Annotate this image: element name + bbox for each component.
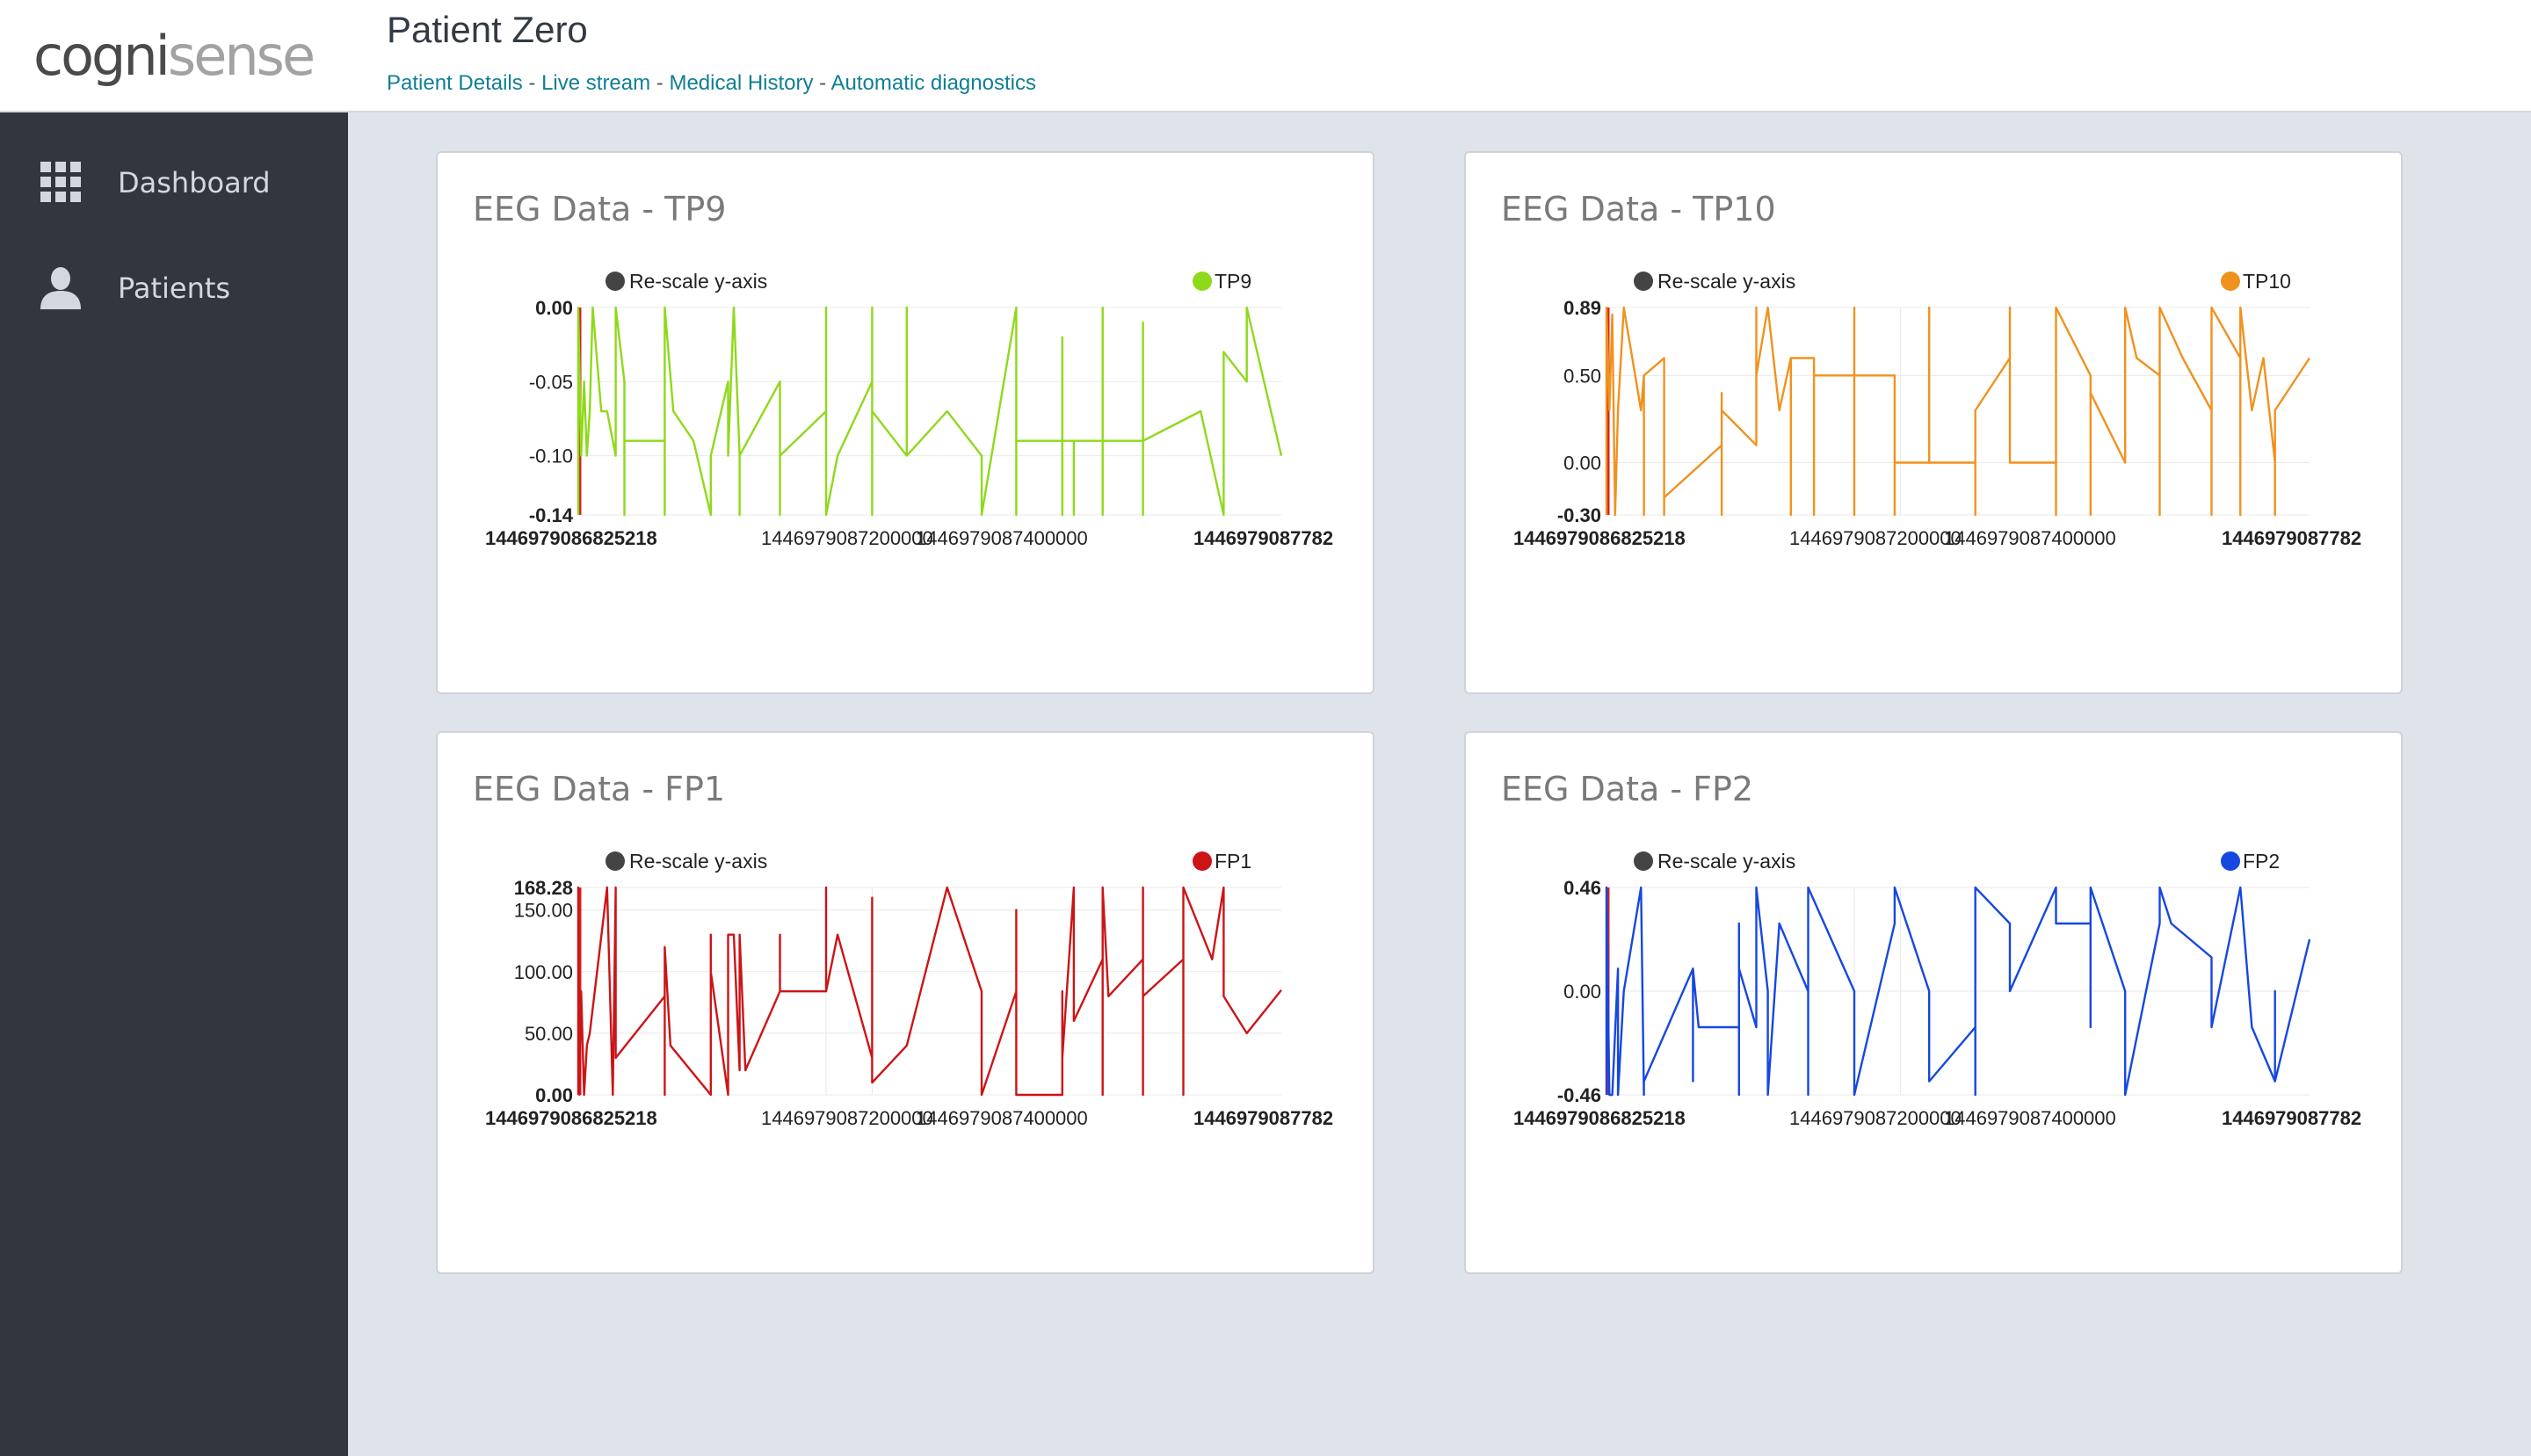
legend-entry[interactable]: TP9 — [1193, 270, 1251, 293]
breadcrumb-separator: - — [522, 71, 542, 95]
card-title: EEG Data - FP2 — [1501, 770, 1754, 808]
breadcrumb-medical-history[interactable]: Medical History — [669, 71, 814, 95]
legend-entry[interactable]: FP2 — [2221, 850, 2280, 873]
rescale-label: Re-scale y-axis — [1657, 270, 1795, 293]
rescale-label: Re-scale y-axis — [629, 850, 767, 873]
top-header: cognisense Patient Zero Patient Details … — [0, 0, 2531, 112]
rescale-label: Re-scale y-axis — [1657, 850, 1795, 873]
rescale-y-axis-toggle[interactable]: Re-scale y-axis — [606, 270, 767, 293]
breadcrumb: Patient Details - Live stream - Medical … — [387, 69, 1036, 98]
legend-dot-icon — [1193, 272, 1212, 291]
grid-icon — [40, 162, 81, 202]
x-tick-label: 1446979087400000 — [1944, 527, 2116, 549]
legend-label: TP10 — [2243, 270, 2291, 293]
legend-label: FP2 — [2243, 850, 2280, 873]
rescale-dot-icon — [1634, 851, 1653, 871]
y-tick-label: 0.00 — [1563, 453, 1601, 474]
y-tick-label: 0.46 — [1563, 877, 1601, 899]
series-line-tp10 — [1605, 306, 2311, 517]
y-tick-label: 0.50 — [1563, 365, 1601, 387]
legend-dot-icon — [2221, 272, 2240, 291]
series-line-fp2 — [1605, 886, 2311, 1097]
x-tick-label: 1446979087200000 — [761, 1107, 933, 1129]
y-tick-label: 0.00 — [1563, 981, 1601, 1003]
x-tick-label: 1446979087782 — [2222, 527, 2361, 549]
sidebar-item-patients[interactable]: Patients — [0, 246, 348, 330]
card-title: EEG Data - TP10 — [1501, 190, 1776, 228]
eeg-chart-tp9: Re-scale y-axis TP90.00-0.05-0.10-0.14144… — [485, 270, 1333, 549]
rescale-dot-icon — [1634, 272, 1653, 291]
x-tick-label: 1446979087200000 — [1789, 527, 1962, 549]
x-tick-label: 1446979087400000 — [1944, 1107, 2116, 1129]
sidebar-item-label: Patients — [118, 272, 231, 305]
rescale-dot-icon — [606, 272, 625, 291]
y-tick-label: 100.00 — [514, 961, 573, 983]
rescale-y-axis-toggle[interactable]: Re-scale y-axis — [606, 850, 767, 873]
x-tick-label: 1446979086825218 — [485, 1107, 657, 1129]
eeg-chart-tp10: Re-scale y-axis TP100.890.500.00-0.301446… — [1513, 270, 2361, 549]
app-logo[interactable]: cognisense — [33, 21, 315, 91]
breadcrumb-live-stream[interactable]: Live stream — [541, 71, 651, 95]
y-tick-label: -0.05 — [529, 371, 573, 393]
y-tick-label: 168.28 — [514, 877, 573, 899]
breadcrumb-separator: - — [650, 71, 670, 95]
series-line-fp1 — [577, 886, 1282, 1097]
eeg-card-tp10: EEG Data - TP10 Re-scale y-axis TP10 0.89 0… — [1464, 151, 2403, 694]
breadcrumb-patient-details[interactable]: Patient Details — [387, 71, 523, 95]
y-tick-label: 0.89 — [1563, 297, 1601, 319]
sidebar — [0, 112, 348, 1456]
y-tick-label: 50.00 — [525, 1023, 573, 1045]
card-title: EEG Data - TP9 — [473, 190, 727, 228]
x-tick-label: 1446979086825218 — [1513, 1107, 1686, 1129]
rescale-dot-icon — [606, 851, 625, 871]
x-tick-label: 1446979087782 — [2222, 1107, 2361, 1129]
rescale-y-axis-toggle[interactable]: Re-scale y-axis — [1634, 270, 1795, 293]
x-tick-label: 1446979087400000 — [916, 527, 1088, 549]
y-tick-label: -0.46 — [1557, 1084, 1601, 1106]
legend-entry[interactable]: TP10 — [2221, 270, 2291, 293]
x-tick-label: 1446979086825218 — [485, 527, 657, 549]
legend-dot-icon — [2221, 851, 2240, 871]
legend-entry[interactable]: FP1 — [1193, 850, 1251, 873]
x-tick-label: 1446979086825218 — [1513, 527, 1686, 549]
x-tick-label: 1446979087782 — [1193, 1107, 1333, 1129]
eeg-card-fp2: EEG Data - FP2 Re-scale y-axis FP2 0.46 0.0… — [1464, 731, 2403, 1274]
legend-label: TP9 — [1215, 270, 1251, 293]
logo-text-light: sense — [167, 24, 315, 88]
legend-dot-icon — [1193, 851, 1212, 871]
breadcrumb-automatic-diagnostics[interactable]: Automatic diagnostics — [830, 71, 1036, 95]
eeg-card-fp1: EEG Data - FP1 Re-scale y-axis FP1 168.28 1… — [436, 731, 1374, 1274]
y-tick-label: -0.30 — [1557, 504, 1601, 526]
y-tick-label: 150.00 — [514, 900, 573, 922]
y-tick-label: 0.00 — [535, 1084, 573, 1106]
y-tick-label: -0.14 — [529, 504, 574, 526]
y-tick-label: 0.00 — [535, 297, 573, 319]
y-tick-label: -0.10 — [529, 445, 573, 467]
sidebar-item-dashboard[interactable]: Dashboard — [0, 141, 348, 225]
series-line-tp9 — [577, 306, 1283, 517]
x-tick-label: 1446979087400000 — [916, 1107, 1088, 1129]
rescale-label: Re-scale y-axis — [629, 270, 767, 293]
card-title: EEG Data - FP1 — [473, 770, 726, 808]
legend-label: FP1 — [1215, 850, 1251, 873]
eeg-chart-fp2: Re-scale y-axis FP20.460.00-0.46144697908… — [1513, 850, 2361, 1129]
rescale-y-axis-toggle[interactable]: Re-scale y-axis — [1634, 850, 1795, 873]
eeg-card-tp9: EEG Data - TP9 Re-scale y-axis TP9 0.00 -0.… — [436, 151, 1374, 694]
breadcrumb-separator: - — [813, 71, 831, 95]
logo-text-dark: cogni — [33, 24, 170, 88]
x-tick-label: 1446979087200000 — [1789, 1107, 1962, 1129]
user-icon — [40, 267, 81, 309]
x-tick-label: 1446979087200000 — [761, 527, 933, 549]
page-title: Patient Zero — [387, 9, 588, 50]
x-tick-label: 1446979087782 — [1193, 527, 1333, 549]
sidebar-item-label: Dashboard — [118, 166, 271, 199]
